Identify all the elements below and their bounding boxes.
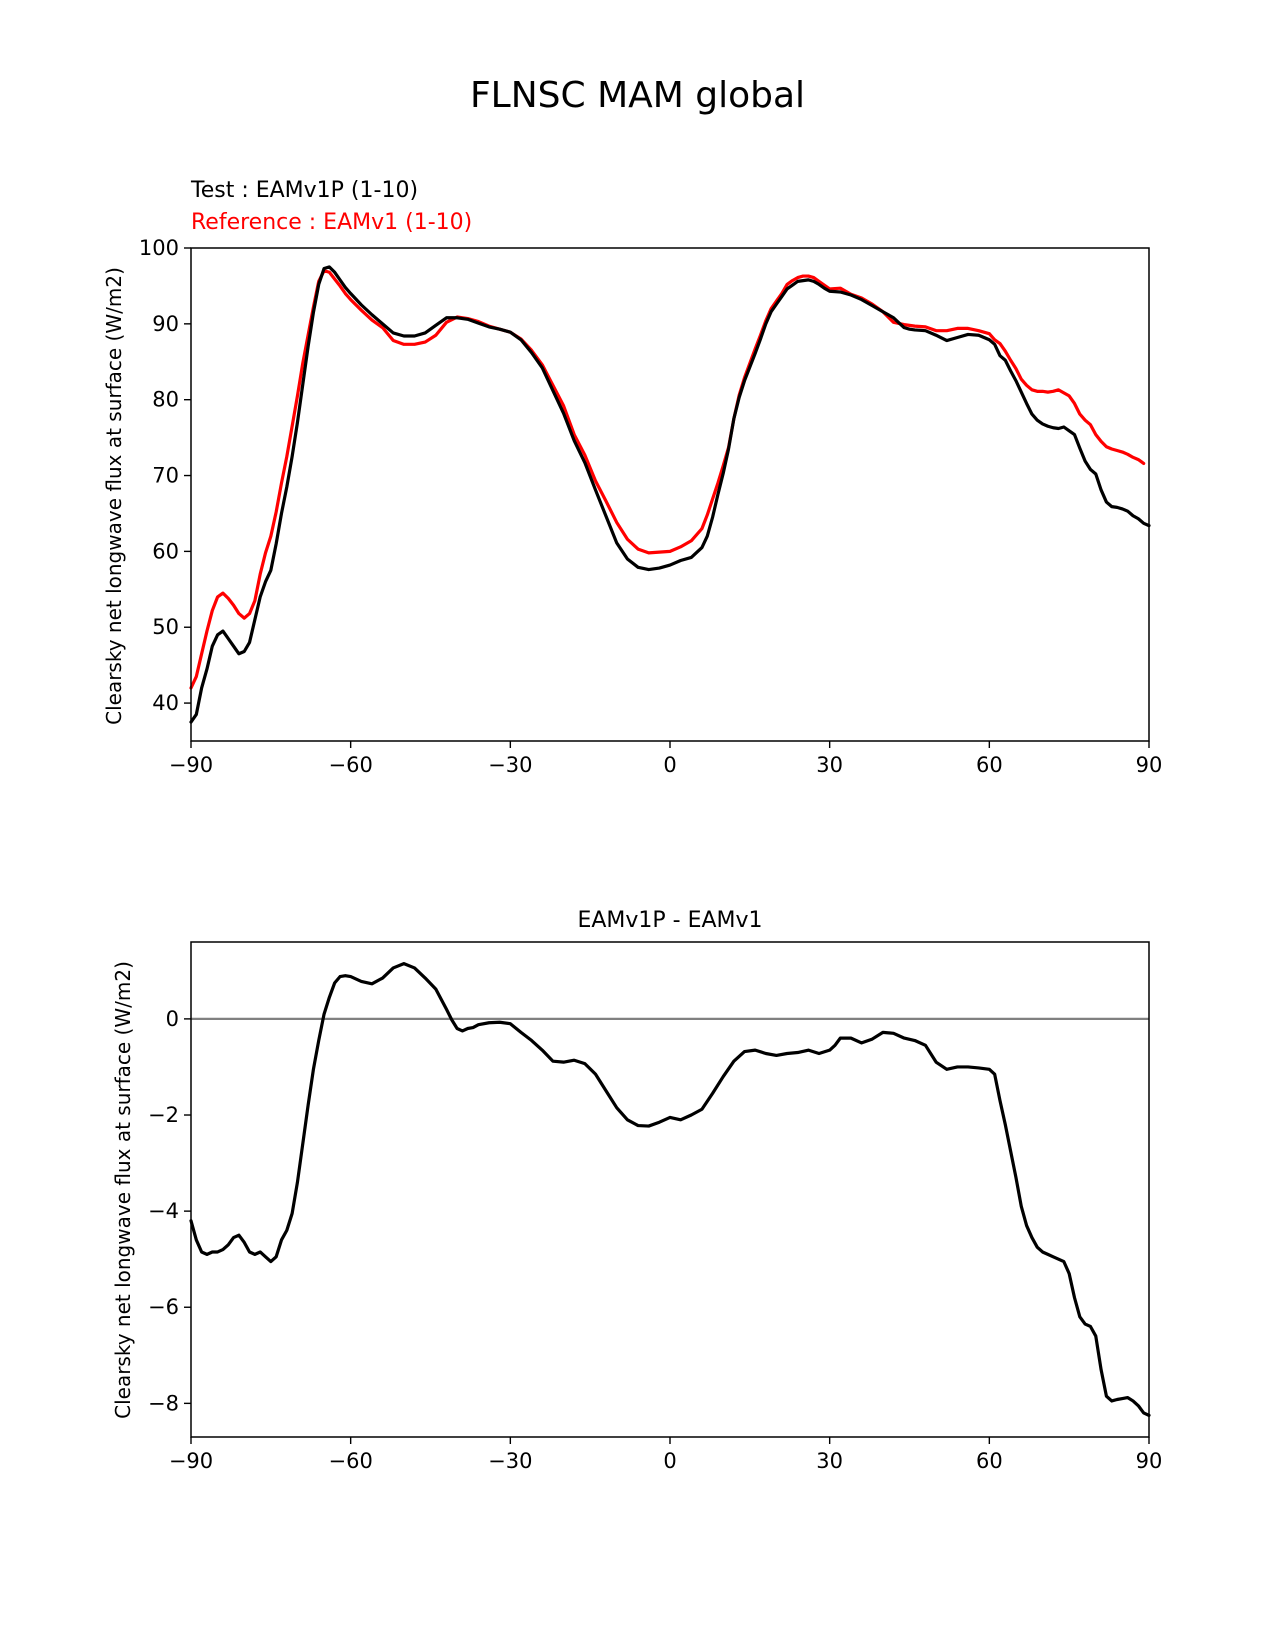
y-tick-label: 90 (152, 312, 179, 336)
y-tick-label: 80 (152, 388, 179, 412)
y-tick-label: 0 (166, 1007, 179, 1031)
reference-label: Reference : EAMv1 (1-10) (191, 210, 472, 235)
x-tick-label: −90 (169, 1449, 213, 1473)
x-tick-label: 0 (663, 753, 676, 777)
y-tick-label: 50 (152, 615, 179, 639)
difference-title: EAMv1P - EAMv1 (577, 908, 762, 933)
y-axis-label: Clearsky net longwave flux at surface (W… (102, 267, 126, 725)
x-tick-label: −60 (329, 753, 373, 777)
test-series-line (189, 265, 1151, 724)
x-tick-label: 60 (976, 1449, 1003, 1473)
test-label: Test : EAMv1P (1-10) (190, 178, 418, 203)
x-tick-label: −30 (488, 753, 532, 777)
x-tick-label: −30 (488, 1449, 532, 1473)
x-tick-label: 90 (1136, 753, 1163, 777)
reference-test-panel: Test : EAMv1P (1-10) Reference : EAMv1 (… (102, 178, 1162, 777)
y-tick-label: −8 (148, 1391, 179, 1415)
y-tick-label: 70 (152, 464, 179, 488)
y-tick-label: 100 (139, 236, 179, 260)
y-axis-label: Clearsky net longwave flux at surface (W… (111, 961, 135, 1419)
x-tick-label: 0 (663, 1449, 676, 1473)
y-tick-label: −4 (148, 1199, 179, 1223)
x-tick-label: 30 (816, 753, 843, 777)
figure-title: FLNSC MAM global (470, 75, 805, 116)
difference-panel: EAMv1P - EAMv1 Clearsky net longwave flu… (111, 908, 1162, 1473)
y-tick-label: −6 (148, 1295, 179, 1319)
x-tick-label: 90 (1136, 1449, 1163, 1473)
x-tick-label: −60 (329, 1449, 373, 1473)
y-tick-label: −2 (148, 1103, 179, 1127)
x-tick-label: 60 (976, 753, 1003, 777)
y-tick-label: 40 (152, 691, 179, 715)
y-tick-label: 60 (152, 539, 179, 563)
difference-series-line (189, 962, 1151, 1417)
plot-frame (190, 247, 1150, 742)
x-tick-label: 30 (816, 1449, 843, 1473)
reference-series-line (189, 269, 1146, 690)
x-tick-label: −90 (169, 753, 213, 777)
plot-frame (190, 941, 1150, 1438)
